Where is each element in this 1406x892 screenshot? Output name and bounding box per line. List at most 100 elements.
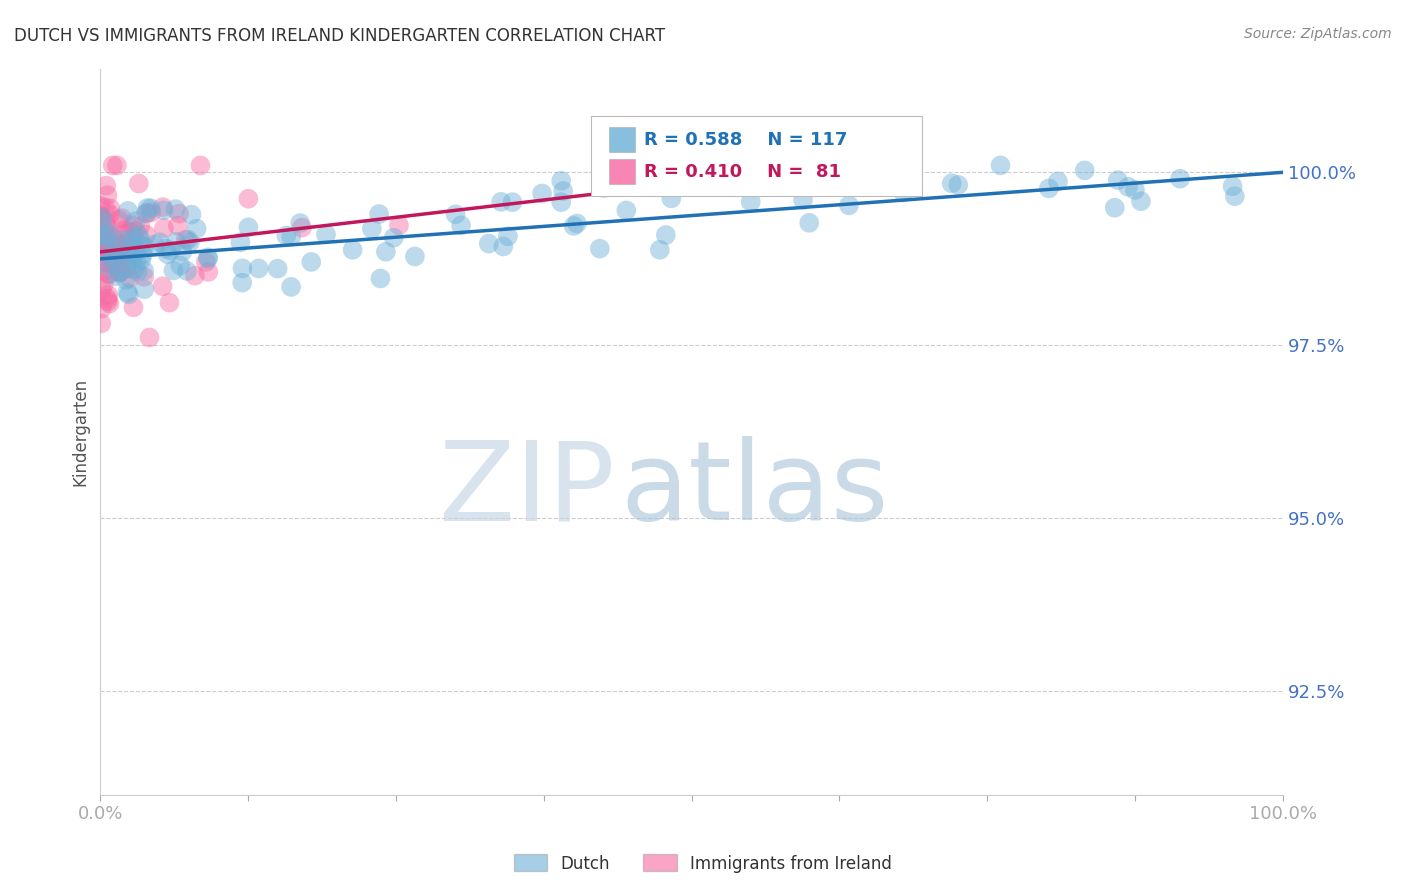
Point xyxy=(404,250,426,264)
Point xyxy=(159,295,181,310)
Point xyxy=(94,263,117,277)
Point xyxy=(1104,201,1126,215)
Point xyxy=(280,280,302,294)
Point xyxy=(110,264,132,278)
Point xyxy=(197,265,219,279)
Point xyxy=(368,207,391,221)
Point xyxy=(1223,189,1246,203)
Point xyxy=(1046,174,1069,188)
Point xyxy=(98,207,121,221)
Point xyxy=(114,223,136,237)
Point xyxy=(197,252,219,266)
Point xyxy=(122,300,145,314)
Point xyxy=(276,228,298,243)
Point xyxy=(122,219,145,233)
Point xyxy=(90,282,112,296)
Point xyxy=(531,186,554,201)
Point xyxy=(648,243,671,257)
Point xyxy=(96,226,118,240)
Point xyxy=(141,205,163,219)
Point xyxy=(893,186,915,200)
Point xyxy=(661,191,683,205)
FancyBboxPatch shape xyxy=(591,116,922,195)
Point xyxy=(101,249,124,263)
Point xyxy=(374,244,396,259)
Point xyxy=(792,193,814,207)
Point xyxy=(139,201,162,215)
Point xyxy=(1038,181,1060,195)
Point xyxy=(155,242,177,256)
Point xyxy=(489,194,512,209)
Point xyxy=(111,247,134,261)
Point xyxy=(655,227,678,242)
Point xyxy=(1074,163,1097,178)
Point xyxy=(131,252,153,267)
Point xyxy=(128,177,150,191)
Point xyxy=(89,199,111,213)
Point xyxy=(122,230,145,244)
Point xyxy=(291,220,314,235)
Point xyxy=(101,158,124,172)
Point xyxy=(492,239,515,253)
Text: Source: ZipAtlas.com: Source: ZipAtlas.com xyxy=(1244,27,1392,41)
Point xyxy=(450,219,472,233)
Point xyxy=(941,176,963,190)
Point xyxy=(117,203,139,218)
Point xyxy=(143,237,166,252)
Point xyxy=(190,158,212,172)
Point xyxy=(108,266,131,280)
Point xyxy=(96,235,118,250)
Point xyxy=(90,249,112,263)
Point xyxy=(382,230,405,244)
Point xyxy=(990,158,1012,172)
Bar xyxy=(609,127,636,153)
Point xyxy=(167,206,190,220)
Point xyxy=(90,301,112,316)
Point xyxy=(97,268,120,282)
Point xyxy=(108,239,131,253)
Point xyxy=(103,252,125,267)
Point xyxy=(108,236,131,251)
Point xyxy=(550,195,572,210)
Point xyxy=(165,235,187,249)
Point xyxy=(98,243,121,257)
Point xyxy=(162,263,184,277)
Point xyxy=(550,174,572,188)
Point xyxy=(299,255,322,269)
Point xyxy=(827,171,849,186)
Point xyxy=(118,271,141,285)
Point xyxy=(501,195,523,210)
Point xyxy=(156,247,179,261)
Point xyxy=(614,203,637,218)
Point xyxy=(129,232,152,246)
Point xyxy=(96,245,118,260)
Point xyxy=(1130,194,1153,209)
Point xyxy=(562,219,585,233)
Legend: Dutch, Immigrants from Ireland: Dutch, Immigrants from Ireland xyxy=(508,847,898,880)
Point xyxy=(128,228,150,243)
Point xyxy=(90,317,112,331)
Point xyxy=(159,244,181,258)
Point xyxy=(197,250,219,264)
Point xyxy=(231,276,253,290)
Point xyxy=(103,245,125,260)
Point xyxy=(553,184,575,198)
Point xyxy=(111,211,134,226)
Point xyxy=(94,229,117,244)
Point xyxy=(98,267,121,281)
Point xyxy=(93,244,115,259)
Point xyxy=(105,240,128,254)
Text: R = 0.588    N = 117: R = 0.588 N = 117 xyxy=(644,131,848,149)
Point xyxy=(111,233,134,247)
Point xyxy=(117,240,139,254)
Point xyxy=(121,252,143,267)
Point xyxy=(90,211,112,225)
Point xyxy=(97,294,120,309)
Point xyxy=(112,238,135,252)
Point xyxy=(97,292,120,306)
Point xyxy=(94,201,117,215)
Point xyxy=(342,243,364,257)
Point xyxy=(96,219,118,233)
Text: DUTCH VS IMMIGRANTS FROM IRELAND KINDERGARTEN CORRELATION CHART: DUTCH VS IMMIGRANTS FROM IRELAND KINDERG… xyxy=(14,27,665,45)
Point xyxy=(97,244,120,259)
